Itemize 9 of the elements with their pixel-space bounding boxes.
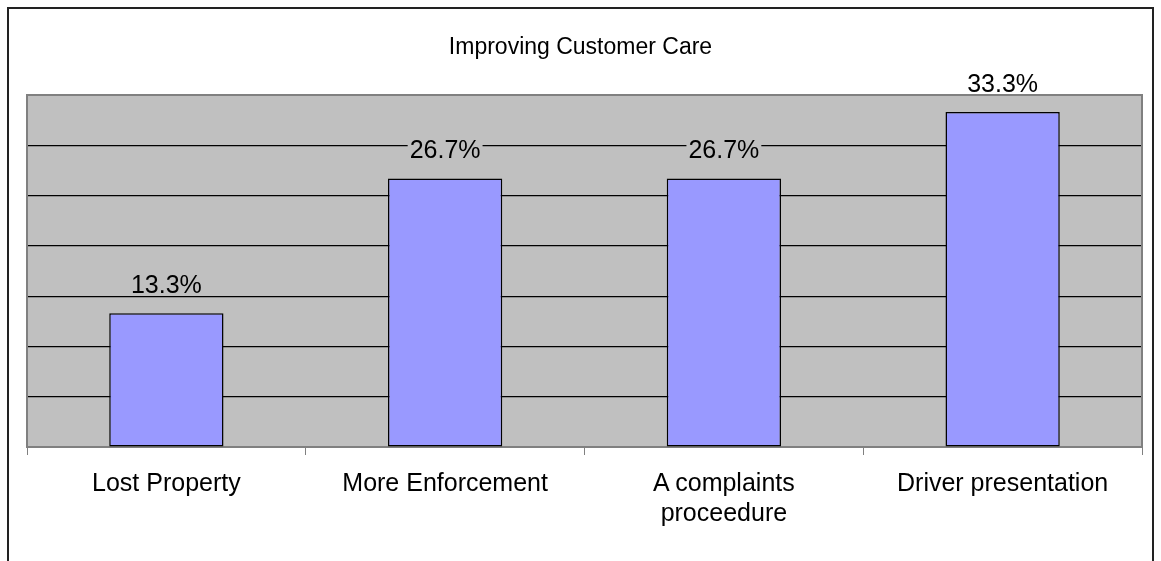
data-label: 26.7%	[688, 135, 760, 164]
data-label: 26.7%	[409, 135, 481, 164]
x-tick-label: More Enforcement	[342, 467, 548, 496]
chart-title: Improving Customer Care	[448, 33, 713, 60]
x-tick-label: Lost Property	[92, 467, 242, 496]
x-tick-label: A complaints proceedure	[653, 467, 795, 526]
data-label: 33.3%	[967, 69, 1039, 98]
data-label: 13.3%	[130, 270, 202, 299]
x-tick-label: Driver presentation	[897, 467, 1109, 496]
